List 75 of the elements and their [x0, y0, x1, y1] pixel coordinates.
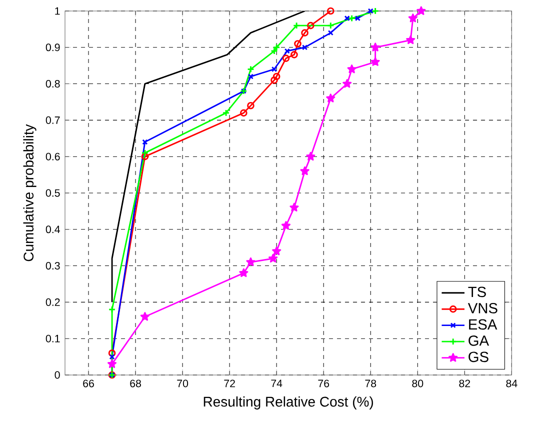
point — [272, 44, 280, 52]
y-tick-label: 0.4 — [46, 226, 60, 234]
point — [406, 35, 416, 44]
x-tick-label: 80 — [412, 380, 424, 388]
point — [328, 30, 334, 36]
point — [140, 312, 150, 321]
point — [408, 14, 418, 22]
y-tick-label: 1 — [55, 7, 60, 15]
y-tick-label: 0.1 — [46, 334, 60, 342]
point — [348, 14, 356, 22]
point — [247, 66, 254, 73]
x-tick-label: 84 — [506, 380, 518, 388]
point — [300, 166, 310, 176]
point — [108, 306, 116, 314]
point — [109, 354, 115, 360]
point — [326, 22, 334, 30]
point — [370, 57, 380, 66]
legend-label: GS — [468, 352, 488, 362]
point — [282, 54, 290, 62]
y-axis-title: Cumulative probability — [23, 124, 36, 262]
point — [272, 72, 280, 80]
point — [108, 349, 116, 357]
point — [142, 139, 148, 145]
x-tick-label: 72 — [224, 380, 235, 388]
point — [239, 268, 248, 278]
y-tick-label: 0.8 — [46, 80, 60, 88]
point — [268, 254, 278, 262]
point — [272, 246, 282, 256]
y-tick-label: 0.3 — [46, 262, 60, 270]
point — [301, 29, 308, 36]
y-tick-label: 0.9 — [46, 44, 60, 52]
x-tick-label: 78 — [365, 380, 376, 388]
x-tick-label: 82 — [459, 380, 470, 388]
point — [302, 44, 308, 50]
y-tick-label: 0.7 — [46, 116, 60, 124]
x-tick-label: 66 — [83, 380, 94, 388]
point — [416, 6, 426, 15]
legend-label: VNS — [468, 302, 498, 314]
point — [306, 152, 316, 161]
x-tick-label: 74 — [271, 380, 282, 388]
point — [290, 51, 298, 58]
point — [344, 15, 350, 22]
point — [307, 22, 314, 30]
point — [247, 102, 254, 110]
point — [141, 149, 149, 157]
point — [240, 109, 248, 117]
point — [284, 48, 290, 54]
point — [354, 15, 360, 22]
point — [270, 76, 278, 84]
x-axis-title: Resulting Relative Cost (%) — [204, 396, 374, 410]
point — [107, 359, 117, 368]
point — [290, 202, 299, 212]
legend-label: TS — [468, 286, 486, 298]
x-tick-label: 70 — [177, 380, 188, 388]
point — [270, 47, 278, 55]
point — [347, 64, 356, 74]
point — [248, 74, 254, 80]
point — [294, 40, 302, 48]
point — [292, 22, 300, 30]
point — [271, 66, 278, 72]
legend-label: ESA — [469, 319, 498, 330]
y-tick-label: 0.5 — [46, 189, 60, 197]
y-tick-label: 0.6 — [46, 152, 60, 160]
point — [222, 109, 230, 117]
point — [246, 257, 256, 266]
y-tick-label: 0 — [54, 371, 60, 379]
point — [141, 152, 149, 160]
point — [281, 221, 291, 230]
point — [370, 42, 380, 52]
y-tick-label: 0.2 — [46, 298, 60, 306]
x-tick-label: 76 — [318, 380, 330, 388]
point — [342, 79, 352, 88]
legend-label: GA — [468, 335, 490, 346]
x-tick-label: 68 — [130, 380, 141, 388]
point — [326, 94, 336, 102]
